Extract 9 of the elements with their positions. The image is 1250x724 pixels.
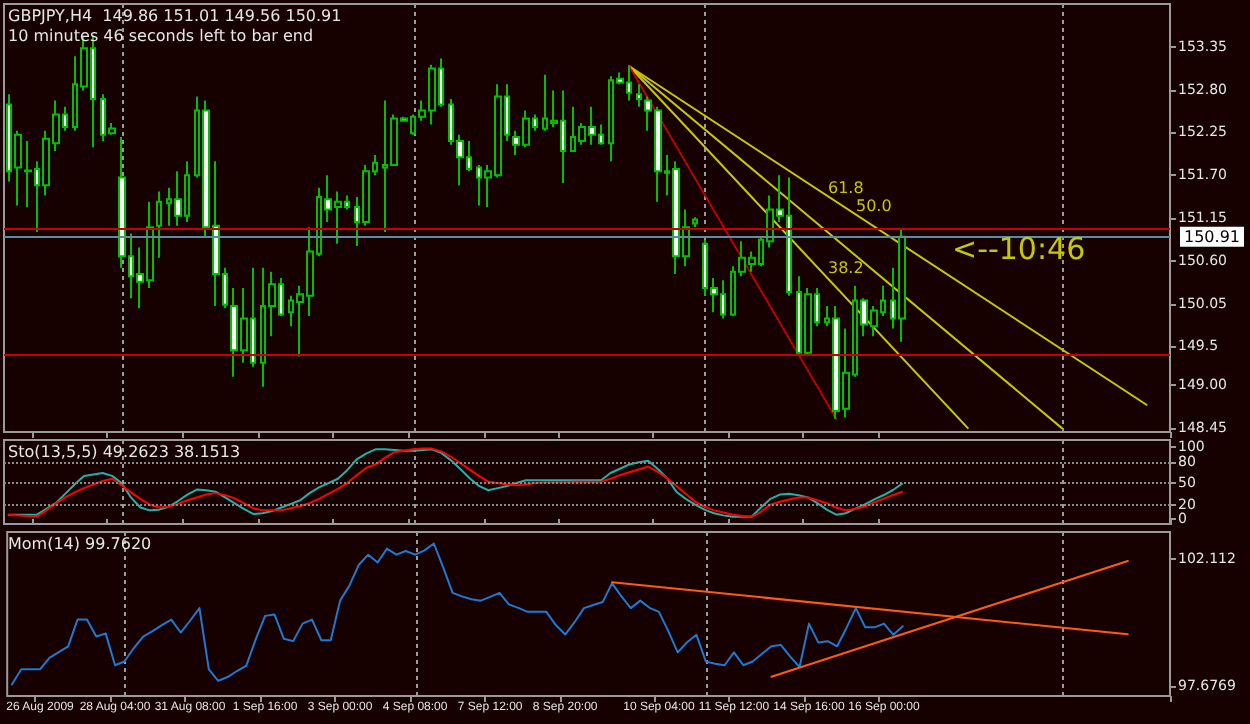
chart-title: GBPJPY,H4 149.86 151.01 149.56 150.91 (8, 7, 342, 25)
text: 10 minutes 46 seconds left to bar end (8, 27, 314, 45)
annotation: <--10:46 (952, 231, 1086, 267)
ref-line-label: 150.91 (1184, 227, 1240, 246)
annotation: 50.0 (856, 197, 892, 215)
chart-title: Mom(14) 99.7620 (8, 535, 152, 553)
chart-title: Sto(13,5,5) 49.2623 38.1513 (8, 443, 241, 461)
annotation: 38.2 (828, 259, 864, 277)
annotation: 61.8 (828, 179, 864, 197)
